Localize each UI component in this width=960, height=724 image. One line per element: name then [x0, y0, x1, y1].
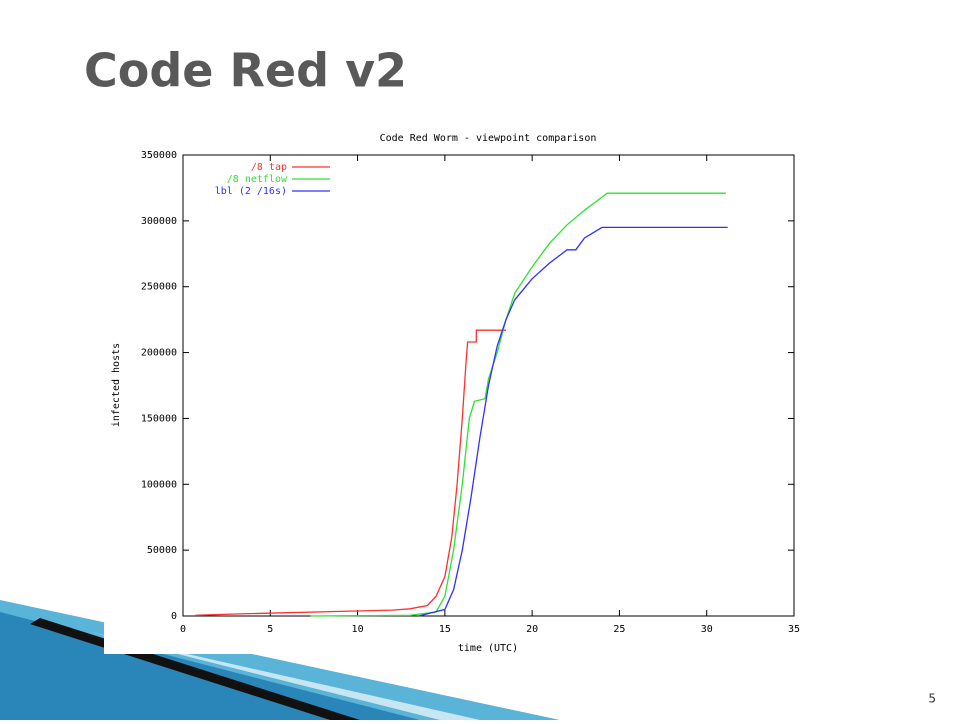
y-tick-label: 100000 — [141, 479, 177, 490]
y-tick-label: 200000 — [141, 348, 177, 359]
y-tick-label: 150000 — [141, 413, 177, 424]
chart-background — [104, 122, 804, 654]
x-tick-label: 10 — [352, 624, 364, 635]
series-line — [418, 226, 728, 617]
y-tick-label: 0 — [171, 611, 177, 622]
legend-label: /8 netflow — [227, 174, 288, 185]
y-tick-label: 350000 — [141, 150, 177, 161]
x-tick-label: 5 — [267, 624, 273, 635]
slide-title: Code Red v2 — [84, 44, 407, 98]
y-tick-label: 250000 — [141, 282, 177, 293]
x-tick-label: 30 — [701, 624, 713, 635]
y-tick-label: 300000 — [141, 216, 177, 227]
x-tick-label: 20 — [526, 624, 538, 635]
y-axis-label: infected hosts — [111, 343, 122, 427]
chart-title: Code Red Worm - viewpoint comparison — [380, 133, 597, 144]
legend-label: /8 tap — [251, 162, 287, 173]
x-tick-label: 0 — [180, 624, 186, 635]
legend-label: lbl (2 /16s) — [215, 186, 287, 197]
x-tick-label: 25 — [613, 624, 625, 635]
x-tick-label: 15 — [439, 624, 451, 635]
page-number: 5 — [928, 692, 936, 706]
plot-frame — [182, 154, 795, 617]
y-tick-label: 50000 — [147, 545, 177, 556]
x-axis-label: time (UTC) — [458, 643, 518, 654]
series-line — [195, 329, 506, 616]
x-tick-label: 35 — [788, 624, 800, 635]
